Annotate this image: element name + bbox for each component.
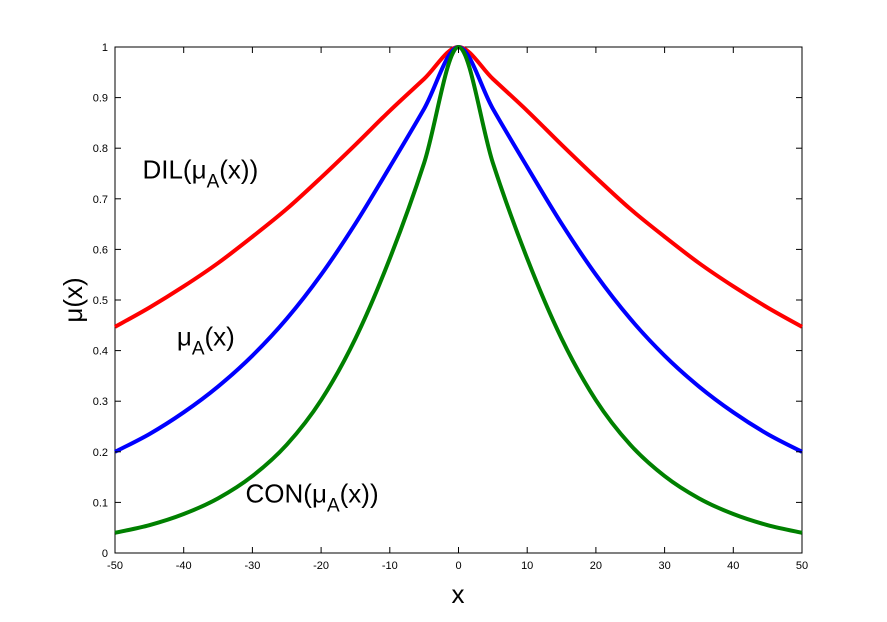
annotation-tail: (x)) <box>340 478 379 508</box>
x-tick-label: 50 <box>796 560 808 572</box>
y-tick-label: 0.3 <box>93 396 108 408</box>
annotation-main: CON(μ <box>246 478 327 508</box>
y-tick-label: 0.5 <box>93 295 108 307</box>
annotation-tail: (x) <box>205 322 235 352</box>
annotation-subscript: A <box>207 172 220 193</box>
x-tick-label: -20 <box>313 560 329 572</box>
x-tick-label: 40 <box>727 560 739 572</box>
x-axis-label: x <box>452 579 465 609</box>
plot-frame <box>114 46 803 554</box>
y-tick-label: 0.4 <box>93 346 108 358</box>
x-tick-label: 0 <box>455 560 461 572</box>
x-tick-label: 20 <box>590 560 602 572</box>
x-tick-label: -50 <box>107 560 123 572</box>
y-tick-label: 0.7 <box>93 194 108 206</box>
annotation-main: μ <box>177 322 192 352</box>
series-annotation: DIL(μA(x)) <box>142 155 258 193</box>
y-tick-label: 0.6 <box>93 244 108 256</box>
x-tick-label: 30 <box>658 560 670 572</box>
annotation-subscript: A <box>192 339 205 360</box>
y-tick-label: 0 <box>102 548 108 560</box>
y-tick-label: 0.2 <box>93 447 108 459</box>
annotation-main: DIL(μ <box>142 155 206 185</box>
y-tick-label: 0.9 <box>93 93 108 105</box>
annotation-subscript: A <box>327 495 340 516</box>
x-tick-label: -40 <box>176 560 192 572</box>
y-tick-label: 1 <box>102 42 108 54</box>
tick-layer: -50 -40 -30 -20 -10 0 10 20 30 40 50 0 0.1 0.2 0.3 0.4 0… <box>93 42 808 572</box>
x-tick-label: -10 <box>382 560 398 572</box>
y-tick-label: 0.1 <box>93 497 108 509</box>
y-axis-label: μ(x) <box>58 277 88 322</box>
annotation-layer: DIL(μA(x))μA(x)CON(μA(x)) <box>142 155 378 517</box>
x-tick-label: 10 <box>521 560 533 572</box>
annotation-tail: (x)) <box>219 155 258 185</box>
series-annotation: μA(x) <box>177 322 235 360</box>
series-annotation: CON(μA(x)) <box>246 478 379 516</box>
x-tick-label: -30 <box>244 560 260 572</box>
y-tick-label: 0.8 <box>93 143 108 155</box>
